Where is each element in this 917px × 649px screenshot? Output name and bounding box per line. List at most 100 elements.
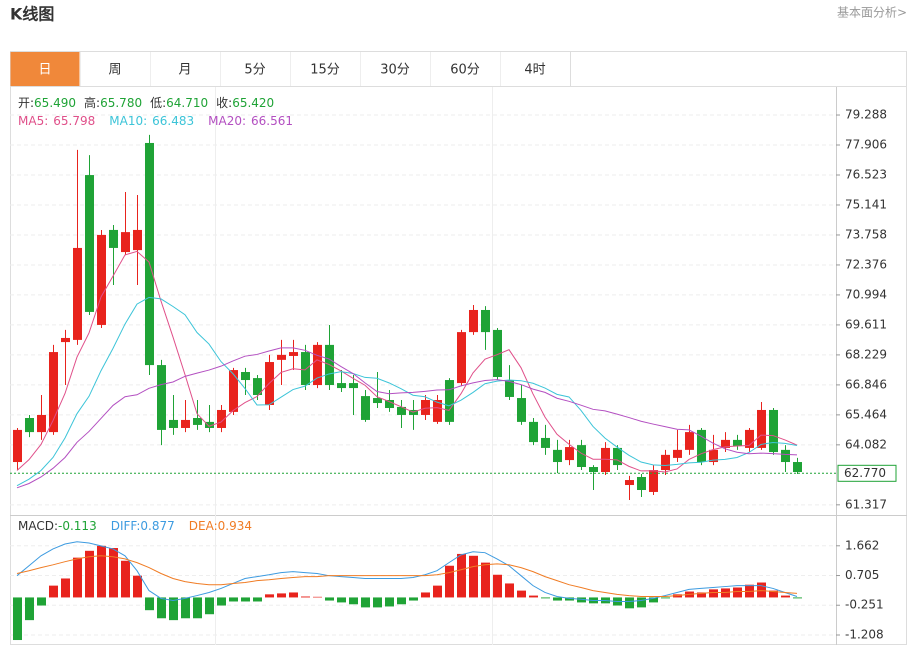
macd-bar [205,597,214,615]
candle-body [61,337,70,343]
candle-body [697,429,706,463]
macd-bar [505,583,514,598]
macd-bar [625,597,634,609]
candle-body [337,383,346,389]
candle-body [121,232,130,253]
macd-bar [169,597,178,621]
candle-body [481,309,490,333]
tab-bg [220,52,290,86]
macd-bar [709,589,718,598]
macd-bar [289,592,298,598]
last-price-label: 62.770 [844,466,886,480]
tab[interactable]: 4时 [500,52,571,86]
candle-body [625,480,634,486]
candle-body [73,247,82,340]
candle-body [685,432,694,450]
macd-bar [733,587,742,598]
fundamentals-link[interactable]: 基本面分析> [837,6,907,20]
tab[interactable]: 5分 [220,52,291,86]
candle-body [433,399,442,422]
macd-bar [697,592,706,598]
macd-bar [157,597,166,619]
candle-body [205,421,214,428]
candle-body [157,365,166,430]
candle-body [517,398,526,422]
macd-bar [493,574,502,598]
macd-bar [145,597,154,611]
candle-body [385,399,394,409]
ma-line [16,347,798,489]
legend-name: DIFF: [111,519,141,533]
macd-bar [397,597,406,605]
legend-name: MA10: [109,114,147,128]
ohlc-info: 开:65.490 高:65.780 低:64.710 收:65.420 [18,95,274,110]
tab-bg [10,52,80,86]
macd-line [16,555,798,598]
tab[interactable]: 日 [10,52,81,86]
tab-label: 月 [178,63,191,78]
info-value: 65.490 [34,96,76,110]
macd-bar [181,597,190,619]
candle-body [553,449,562,463]
ma-line [16,250,798,473]
candle-body [781,449,790,463]
macd-bar [37,597,46,606]
info-value: 65.780 [100,96,142,110]
macd-bar [577,597,586,603]
candle-body [169,419,178,428]
legend-value: 0.934 [218,519,252,533]
tab[interactable]: 周 [80,52,151,86]
candle-body [289,352,298,356]
y-tick-label: 75.141 [845,197,887,211]
legend-value: 66.483 [152,114,194,128]
legend-value: 66.561 [251,114,293,128]
tab-bg [290,52,360,86]
candle-body [373,398,382,404]
candle-body [313,344,322,386]
macd-bar [193,597,202,619]
ma-legend: MA5: 65.798 MA10: 66.483 MA20: 66.561 [18,114,293,128]
y-tick-label: 73.758 [845,227,887,241]
candle-body [673,449,682,458]
y-tick-label: 70.994 [845,287,887,301]
macd-bar [253,597,262,602]
macd-bar [469,555,478,598]
legend-name: MACD: [18,519,58,533]
y-tick-label: 61.317 [845,497,887,511]
tab[interactable]: 60分 [430,52,501,86]
y-tick-label: 68.229 [845,347,887,361]
macd-bar [301,596,310,598]
candle-body [37,414,46,433]
macd-bar [13,597,22,641]
y-tick-label: 0.705 [845,568,879,582]
macd-bar [793,597,802,599]
y-tick-label: 66.846 [845,377,887,391]
y-tick-label: 69.611 [845,317,887,331]
candle-body [745,429,754,448]
info-value: 64.710 [166,96,208,110]
macd-bar [325,597,334,601]
candle-body [565,447,574,461]
candle-body [457,332,466,384]
tab[interactable]: 15分 [290,52,361,86]
macd-bar [337,597,346,603]
candle-body [721,439,730,448]
candle-body [49,352,58,433]
candle-body [757,409,766,448]
y-tick-label: 76.523 [845,167,887,181]
last-price-box [837,464,897,482]
tab[interactable]: 30分 [360,52,431,86]
tab[interactable]: 月 [150,52,221,86]
chart-frame [10,51,907,645]
candle-body [349,383,358,389]
candle-body [505,380,514,397]
macd-bar [217,597,226,606]
macd-bar [109,548,118,598]
macd-bar [241,597,250,602]
info-label: 高: [84,95,100,110]
candle-body [301,352,310,386]
macd-legend: MACD:-0.113 DIFF:0.877 DEA:0.934 [18,519,252,533]
y-tick-label: 72.376 [845,257,887,271]
candle-body [25,417,34,433]
y-tick-label: 64.082 [845,437,887,451]
